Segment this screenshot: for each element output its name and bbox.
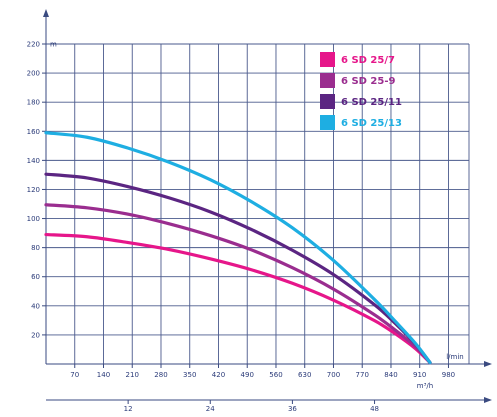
y-tick-label-140: 140 bbox=[27, 157, 40, 165]
series-line-1 bbox=[44, 232, 432, 365]
x2-axis-unit-label: m³/h bbox=[417, 382, 433, 390]
y-tick-label-40: 40 bbox=[31, 302, 40, 310]
x2-axis-arrow bbox=[484, 397, 492, 403]
x-tick-label-350: 350 bbox=[183, 371, 196, 379]
x-tick-label-420: 420 bbox=[212, 371, 225, 379]
legend: 6 SD 25/7 6 SD 25-9 6 SD 25/11 6 SD 25/13 bbox=[320, 52, 402, 130]
x-tick-label-560: 560 bbox=[269, 371, 282, 379]
x-tick-label-70: 70 bbox=[70, 371, 79, 379]
y-tick-label-100: 100 bbox=[27, 215, 40, 223]
y-tick-label-80: 80 bbox=[31, 244, 40, 252]
legend-label-3: 6 SD 25/11 bbox=[341, 97, 402, 108]
y-tick-label-200: 200 bbox=[27, 70, 40, 78]
x-axis-arrow bbox=[484, 361, 492, 367]
legend-label-1: 6 SD 25/7 bbox=[341, 55, 395, 66]
legend-label-4: 6 SD 25/13 bbox=[341, 118, 402, 129]
y-tick-label-20: 20 bbox=[31, 331, 40, 339]
x2-tick-label-24: 24 bbox=[206, 405, 215, 413]
x-tick-label-490: 490 bbox=[241, 371, 254, 379]
x-tick-label-630: 630 bbox=[298, 371, 311, 379]
legend-swatch-4 bbox=[320, 115, 335, 130]
legend-swatch-2 bbox=[320, 73, 335, 88]
x-tick-label-280: 280 bbox=[154, 371, 167, 379]
x-tick-label-210: 210 bbox=[126, 371, 139, 379]
y-tick-label-120: 120 bbox=[27, 186, 40, 194]
x2-tick-label-12: 12 bbox=[124, 405, 133, 413]
y-tick-label-180: 180 bbox=[27, 99, 40, 107]
x-tick-label-840: 840 bbox=[384, 371, 397, 379]
series-line-2 bbox=[44, 203, 432, 365]
legend-swatch-3 bbox=[320, 94, 335, 109]
y-axis-arrow bbox=[43, 9, 49, 17]
legend-swatch-1 bbox=[320, 52, 335, 67]
x-tick-label-910: 910 bbox=[413, 371, 426, 379]
x2-tick-label-48: 48 bbox=[370, 405, 379, 413]
axes: 20 40 60 80 100 120 140 160 180 200 220 m 70 140 210 28… bbox=[27, 9, 492, 413]
y-tick-label-60: 60 bbox=[31, 273, 40, 281]
grid bbox=[46, 43, 470, 364]
x-axis-unit-label: l/min bbox=[446, 353, 464, 361]
legend-label-2: 6 SD 25-9 bbox=[341, 76, 395, 87]
x-tick-label-980: 980 bbox=[442, 371, 455, 379]
y-tick-label-160: 160 bbox=[27, 128, 40, 136]
series-lines bbox=[44, 131, 432, 365]
x2-tick-label-36: 36 bbox=[288, 405, 297, 413]
series-line-4 bbox=[44, 131, 432, 365]
x-tick-label-140: 140 bbox=[97, 371, 110, 379]
x-tick-label-700: 700 bbox=[327, 371, 340, 379]
x-tick-label-770: 770 bbox=[356, 371, 369, 379]
y-tick-label-220: 220 bbox=[27, 41, 40, 49]
y-axis-unit-label: m bbox=[50, 41, 57, 49]
